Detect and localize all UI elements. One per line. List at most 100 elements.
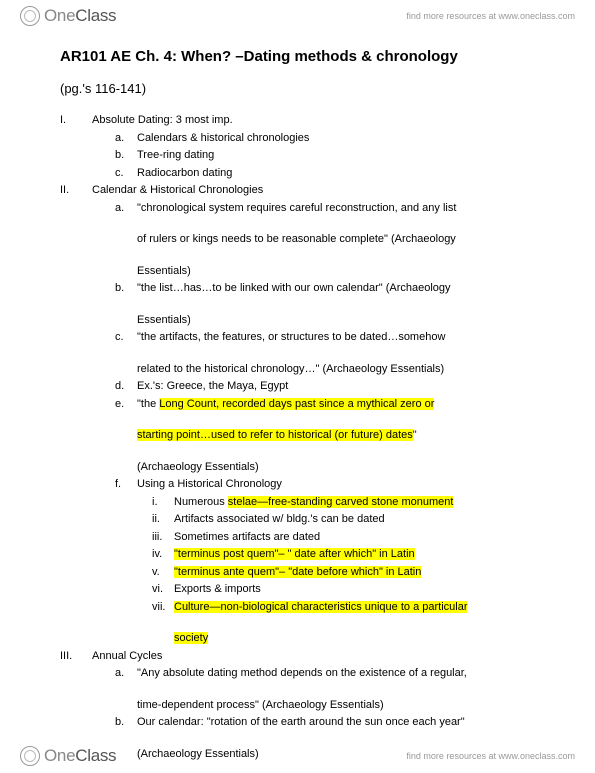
text: Annual Cycles bbox=[92, 648, 535, 665]
page-title: AR101 AE Ch. 4: When? –Dating methods & … bbox=[60, 48, 535, 65]
blank bbox=[115, 263, 137, 280]
text: of rulers or kings needs to be reasonabl… bbox=[137, 231, 535, 248]
highlight: society bbox=[174, 632, 208, 644]
text: "terminus post quem"– " date after which… bbox=[174, 546, 535, 563]
text: Tree-ring dating bbox=[137, 147, 535, 164]
blank bbox=[115, 697, 137, 714]
num: b. bbox=[115, 714, 137, 731]
blank bbox=[152, 630, 174, 647]
text: Essentials) bbox=[137, 312, 535, 329]
section-II: II. Calendar & Historical Chronologies bbox=[60, 182, 535, 199]
num: iii. bbox=[152, 529, 174, 546]
brand-name: OneClass bbox=[44, 746, 116, 766]
text: Artifacts associated w/ bldg.'s can be d… bbox=[174, 511, 535, 528]
num: a. bbox=[115, 200, 137, 217]
num: e. bbox=[115, 396, 137, 413]
blank bbox=[115, 361, 137, 378]
item-IIe-cont1: starting point…used to refer to historic… bbox=[60, 427, 535, 444]
post: " bbox=[413, 429, 417, 441]
item-IIf-ii: ii.Artifacts associated w/ bldg.'s can b… bbox=[60, 511, 535, 528]
text: Using a Historical Chronology bbox=[137, 476, 535, 493]
blank bbox=[115, 231, 137, 248]
num: III. bbox=[60, 648, 92, 665]
num: a. bbox=[115, 130, 137, 147]
brand-tagline: find more resources at www.oneclass.com bbox=[406, 11, 575, 21]
text: "the list…has…to be linked with our own … bbox=[137, 280, 535, 297]
item-IIe: e."the Long Count, recorded days past si… bbox=[60, 396, 535, 413]
text: Absolute Dating: 3 most imp. bbox=[92, 112, 535, 129]
item-Ia: a.Calendars & historical chronologies bbox=[60, 130, 535, 147]
brand-circle-icon bbox=[20, 6, 40, 26]
text: society bbox=[174, 630, 535, 647]
brand-logo: OneClass bbox=[20, 6, 116, 26]
num: i. bbox=[152, 494, 174, 511]
text: Ex.'s: Greece, the Maya, Egypt bbox=[137, 378, 535, 395]
item-IIf-vi: vi.Exports & imports bbox=[60, 581, 535, 598]
pre: Numerous bbox=[174, 496, 228, 508]
item-Ib: b.Tree-ring dating bbox=[60, 147, 535, 164]
item-IIIb: b.Our calendar: "rotation of the earth a… bbox=[60, 714, 535, 731]
highlight: "terminus ante quem"– "date before which… bbox=[174, 566, 421, 578]
num: c. bbox=[115, 165, 137, 182]
text: (Archaeology Essentials) bbox=[137, 459, 535, 476]
page-subtitle: (pg.'s 116-141) bbox=[60, 81, 535, 96]
item-IIb: b."the list…has…to be linked with our ow… bbox=[60, 280, 535, 297]
num: II. bbox=[60, 182, 92, 199]
num: c. bbox=[115, 329, 137, 346]
num: b. bbox=[115, 280, 137, 297]
num: a. bbox=[115, 665, 137, 682]
text: "terminus ante quem"– "date before which… bbox=[174, 564, 535, 581]
section-III: III. Annual Cycles bbox=[60, 648, 535, 665]
item-IIb-cont: Essentials) bbox=[60, 312, 535, 329]
text: "the artifacts, the features, or structu… bbox=[137, 329, 535, 346]
num: f. bbox=[115, 476, 137, 493]
highlight: "terminus post quem"– " date after which… bbox=[174, 548, 415, 560]
highlight: Long Count, recorded days past since a m… bbox=[159, 398, 434, 410]
brand-logo: OneClass bbox=[20, 746, 116, 766]
item-IIf-iv: iv."terminus post quem"– " date after wh… bbox=[60, 546, 535, 563]
item-IIa: a."chronological system requires careful… bbox=[60, 200, 535, 217]
text: Essentials) bbox=[137, 263, 535, 280]
document-page: AR101 AE Ch. 4: When? –Dating methods & … bbox=[0, 30, 595, 773]
item-IIf-i: i.Numerous stelae—free-standing carved s… bbox=[60, 494, 535, 511]
text: time-dependent process" (Archaeology Ess… bbox=[137, 697, 535, 714]
text: Culture—non-biological characteristics u… bbox=[174, 599, 535, 616]
text: Our calendar: "rotation of the earth aro… bbox=[137, 714, 535, 731]
item-IIf-v: v."terminus ante quem"– "date before whi… bbox=[60, 564, 535, 581]
brand-circle-icon bbox=[20, 746, 40, 766]
text: Calendar & Historical Chronologies bbox=[92, 182, 535, 199]
text: starting point…used to refer to historic… bbox=[137, 427, 535, 444]
text: Exports & imports bbox=[174, 581, 535, 598]
num: b. bbox=[115, 147, 137, 164]
item-IIa-cont1: of rulers or kings needs to be reasonabl… bbox=[60, 231, 535, 248]
blank bbox=[115, 312, 137, 329]
num: d. bbox=[115, 378, 137, 395]
text: Radiocarbon dating bbox=[137, 165, 535, 182]
brand-bar-bottom: OneClass find more resources at www.onec… bbox=[0, 740, 595, 770]
item-IIf-vii-cont: society bbox=[60, 630, 535, 647]
item-IIIa-cont: time-dependent process" (Archaeology Ess… bbox=[60, 697, 535, 714]
item-IIIa: a."Any absolute dating method depends on… bbox=[60, 665, 535, 682]
text: "Any absolute dating method depends on t… bbox=[137, 665, 535, 682]
item-IId: d.Ex.'s: Greece, the Maya, Egypt bbox=[60, 378, 535, 395]
num: vi. bbox=[152, 581, 174, 598]
brand-name-b: Class bbox=[75, 746, 116, 765]
num: iv. bbox=[152, 546, 174, 563]
item-IIa-cont2: Essentials) bbox=[60, 263, 535, 280]
brand-tagline: find more resources at www.oneclass.com bbox=[406, 751, 575, 761]
item-IIf-iii: iii.Sometimes artifacts are dated bbox=[60, 529, 535, 546]
brand-bar-top: OneClass find more resources at www.onec… bbox=[0, 0, 595, 30]
text: Calendars & historical chronologies bbox=[137, 130, 535, 147]
text: Numerous stelae—free-standing carved sto… bbox=[174, 494, 535, 511]
num: vii. bbox=[152, 599, 174, 616]
text: related to the historical chronology…" (… bbox=[137, 361, 535, 378]
highlight: starting point…used to refer to historic… bbox=[137, 429, 413, 441]
highlight: stelae—free-standing carved stone monume… bbox=[228, 496, 454, 508]
blank bbox=[115, 427, 137, 444]
item-IIc: c."the artifacts, the features, or struc… bbox=[60, 329, 535, 346]
pre: "the bbox=[137, 398, 159, 410]
brand-name: OneClass bbox=[44, 6, 116, 26]
brand-name-b: Class bbox=[75, 6, 116, 25]
item-Ic: c.Radiocarbon dating bbox=[60, 165, 535, 182]
blank bbox=[115, 459, 137, 476]
